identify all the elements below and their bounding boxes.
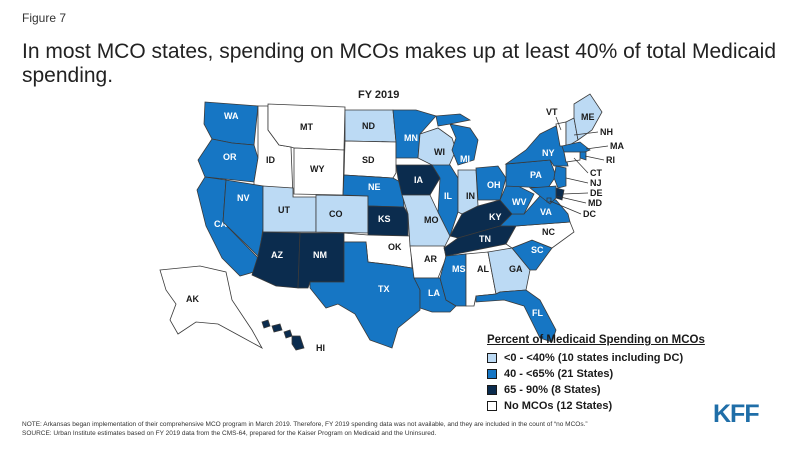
- state-label-ME: ME: [581, 112, 595, 122]
- legend-swatch: [487, 385, 497, 395]
- state-NM: NM: [297, 232, 345, 289]
- state-label-SC: SC: [531, 245, 544, 255]
- state-label-NV: NV: [237, 193, 250, 203]
- state-MO: MO: [401, 194, 451, 249]
- state-DE: [555, 187, 565, 201]
- map-legend: Percent of Medicaid Spending on MCOs <0 …: [487, 334, 705, 415]
- state-label-MN: MN: [404, 133, 418, 143]
- state-HI: [261, 319, 305, 351]
- kff-logo: KFF: [713, 400, 760, 428]
- state-WA: WA: [203, 101, 259, 146]
- legend-swatch: [487, 401, 497, 411]
- state-label-KS: KS: [378, 214, 391, 224]
- label-HI: HI: [316, 343, 325, 353]
- state-NJ: [553, 165, 567, 189]
- label-MD: MD: [588, 198, 602, 208]
- state-label-NC: NC: [542, 227, 555, 237]
- state-label-KY: KY: [489, 212, 502, 222]
- state-MI: MI: [435, 113, 479, 166]
- legend-item: 65 - 90% (8 States): [487, 383, 705, 397]
- state-KS: KS: [367, 205, 409, 237]
- state-IA: IA: [395, 164, 441, 196]
- legend-label: 65 - 90% (8 States): [504, 384, 601, 396]
- state-label-WI: WI: [434, 147, 445, 157]
- state-label-NY: NY: [542, 148, 555, 158]
- label-CT: CT: [590, 168, 602, 178]
- state-label-ID: ID: [266, 155, 276, 165]
- state-label-IN: IN: [466, 191, 475, 201]
- state-label-NM: NM: [313, 250, 327, 260]
- label-NH: NH: [600, 127, 613, 137]
- legend-item: 40 - <65% (21 States): [487, 367, 705, 381]
- label-VT: VT: [546, 107, 558, 117]
- source-text: SOURCE: Urban Institute estimates based …: [22, 430, 437, 437]
- external-labels: VT NH MA RI CT NJ DE MD DC HI: [316, 107, 624, 353]
- state-label-SD: SD: [362, 155, 375, 165]
- state-PA: PA: [505, 159, 557, 189]
- state-MT: MT: [267, 103, 346, 151]
- state-WI: WI: [417, 127, 457, 169]
- state-IL: IL: [431, 164, 459, 238]
- state-label-GA: GA: [509, 264, 523, 274]
- note-text: NOTE: Arkansas began implementation of t…: [22, 421, 588, 428]
- state-label-FL: FL: [532, 308, 543, 318]
- state-label-AZ: AZ: [271, 250, 283, 260]
- state-label-WA: WA: [224, 111, 239, 121]
- state-label-MO: MO: [424, 215, 439, 225]
- legend-label: No MCOs (12 States): [504, 400, 613, 412]
- state-FL: FL: [475, 289, 557, 343]
- legend-label: 40 - <65% (21 States): [504, 368, 614, 380]
- state-label-WV: WV: [512, 197, 527, 207]
- legend-item: <0 - <40% (10 states including DC): [487, 351, 705, 365]
- label-DE: DE: [590, 188, 603, 198]
- legend-swatch: [487, 369, 497, 379]
- state-label-IL: IL: [444, 191, 453, 201]
- state-TX: TX: [309, 241, 421, 349]
- state-label-AK: AK: [186, 294, 199, 304]
- state-ME: ME: [573, 93, 603, 141]
- label-NJ: NJ: [590, 178, 602, 188]
- state-CT: [563, 151, 581, 163]
- state-label-AL: AL: [477, 264, 489, 274]
- state-ND: ND: [344, 109, 397, 143]
- state-WY: WY: [293, 147, 345, 196]
- state-label-AR: AR: [424, 254, 437, 264]
- state-label-TX: TX: [378, 284, 390, 294]
- state-OR: OR: [197, 138, 259, 183]
- state-CO: CO: [315, 194, 369, 234]
- state-label-OH: OH: [487, 180, 501, 190]
- state-label-CA: CA: [214, 219, 227, 229]
- label-DC: DC: [583, 209, 596, 219]
- state-label-MT: MT: [300, 122, 313, 132]
- legend-title: Percent of Medicaid Spending on MCOs: [487, 334, 705, 346]
- legend-label: <0 - <40% (10 states including DC): [504, 352, 684, 364]
- label-RI: RI: [606, 155, 615, 165]
- state-AK: AK: [159, 265, 264, 350]
- state-OH: OH: [475, 165, 507, 201]
- legend-swatch: [487, 353, 497, 363]
- state-label-ND: ND: [362, 121, 375, 131]
- state-label-MI: MI: [460, 154, 470, 164]
- footnote: NOTE: Arkansas began implementation of t…: [22, 420, 722, 438]
- state-label-VA: VA: [540, 207, 552, 217]
- state-label-LA: LA: [428, 288, 440, 298]
- state-label-PA: PA: [530, 170, 542, 180]
- chart-title: In most MCO states, spending on MCOs mak…: [22, 40, 777, 87]
- map-subtitle: FY 2019: [358, 89, 400, 101]
- legend-item: No MCOs (12 States): [487, 399, 705, 413]
- state-SD: SD: [343, 140, 397, 179]
- state-label-TN: TN: [479, 234, 491, 244]
- state-label-NE: NE: [368, 182, 381, 192]
- state-label-IA: IA: [414, 175, 424, 185]
- label-MA: MA: [610, 141, 624, 151]
- state-label-MS: MS: [452, 264, 466, 274]
- state-label-OK: OK: [388, 242, 402, 252]
- figure-label: Figure 7: [22, 11, 67, 25]
- state-label-UT: UT: [278, 205, 290, 215]
- state-label-CO: CO: [329, 209, 343, 219]
- state-label-WY: WY: [310, 164, 325, 174]
- state-AR: AR: [409, 245, 447, 279]
- state-label-OR: OR: [223, 152, 237, 162]
